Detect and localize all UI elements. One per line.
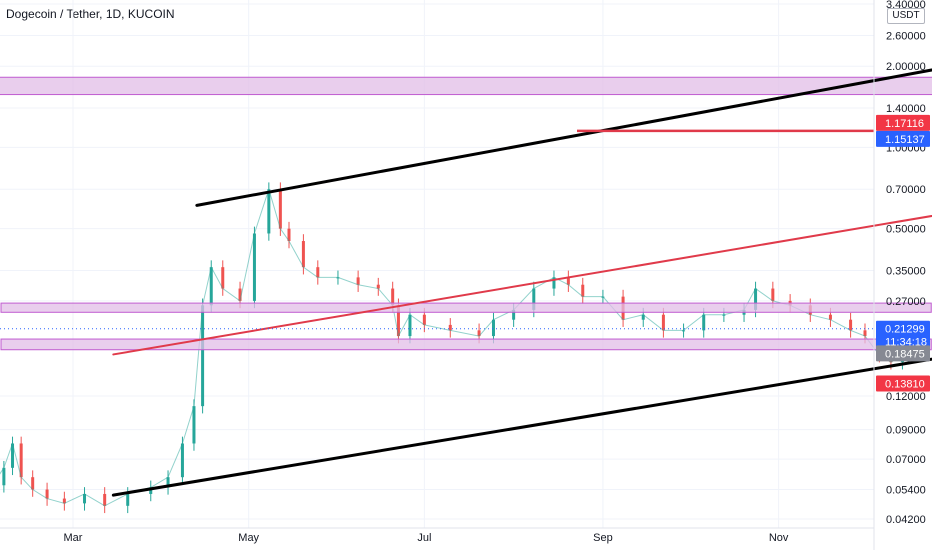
- candle-body: [552, 277, 556, 289]
- price-badge-alert-text: 1.17116: [885, 118, 924, 130]
- current-price-badge: [876, 320, 930, 351]
- y-tick-label: 0.07000: [886, 454, 926, 466]
- candle-body: [512, 309, 516, 320]
- candle-body: [126, 493, 130, 506]
- y-tick-label: 0.04200: [886, 514, 926, 526]
- x-tick-label: Sep: [593, 532, 613, 544]
- channel-mid-line: [112, 214, 932, 356]
- y-tick-label: 0.05400: [886, 485, 926, 497]
- y-tick-label: 1.40000: [886, 103, 926, 115]
- candle-body: [754, 288, 758, 310]
- candle-body: [2, 467, 6, 486]
- price-badge-stop: [876, 375, 930, 392]
- y-tick-label: 0.35000: [886, 265, 926, 277]
- candle-body: [477, 330, 481, 337]
- candle-body: [45, 489, 49, 499]
- resistance-zone-mid: [0, 302, 932, 313]
- price-badge-target-text: 1.15137: [885, 134, 925, 146]
- candle-body: [238, 288, 242, 301]
- candle-body: [301, 241, 305, 268]
- candle-body: [192, 406, 196, 444]
- candle-body: [166, 477, 170, 488]
- candle-body: [828, 314, 832, 320]
- y-tick-label: 0.70000: [886, 184, 926, 196]
- candle-body: [316, 267, 320, 278]
- drawings-layer: [0, 68, 932, 497]
- price-badge-entry: [876, 345, 930, 362]
- candle-body: [11, 443, 15, 468]
- candle-body: [103, 493, 107, 506]
- price-badge-stop-text: 0.13810: [885, 378, 925, 390]
- candle-body: [396, 305, 400, 337]
- y-tick-label: 3.40000: [886, 0, 926, 11]
- x-tick-label: Nov: [769, 532, 789, 544]
- candle-body: [641, 314, 645, 320]
- candle-body: [267, 189, 271, 234]
- candle-body: [287, 228, 291, 242]
- candle-body: [422, 314, 426, 325]
- x-tick-label: May: [238, 532, 259, 544]
- y-tick-label: 0.09000: [886, 425, 926, 437]
- candle-body: [62, 498, 66, 504]
- candle-body: [391, 288, 395, 306]
- candle-body: [356, 277, 360, 285]
- price-badge-target: [876, 130, 930, 147]
- candle-body: [221, 267, 225, 289]
- candle-body: [491, 319, 495, 337]
- candle-body: [180, 443, 184, 478]
- channel-upper-line: [195, 68, 932, 207]
- channel-lower-line: [111, 357, 932, 497]
- currency-button[interactable]: USDT: [887, 8, 925, 24]
- candle-body: [19, 443, 23, 478]
- chart-title: Dogecoin / Tether, 1D, KUCOIN: [6, 7, 175, 21]
- background-layer: [0, 0, 874, 528]
- current-price-text: 0.21299: [885, 324, 925, 336]
- candle-body: [149, 487, 153, 494]
- candle-body: [278, 189, 282, 229]
- candle-body: [252, 233, 256, 301]
- candle-body: [201, 305, 205, 407]
- x-tick-label: Jul: [417, 532, 431, 544]
- candle-body: [849, 319, 853, 331]
- price-badge-alert: [876, 114, 930, 131]
- y-tick-label: 0.27000: [886, 296, 926, 308]
- candle-body: [209, 267, 213, 306]
- candle-body: [408, 314, 412, 337]
- y-tick-label: 2.00000: [886, 61, 926, 73]
- candle-body: [83, 493, 87, 504]
- resistance-zone-top: [0, 76, 932, 96]
- y-tick-label: 0.50000: [886, 224, 926, 236]
- candle-body: [581, 284, 585, 297]
- support-zone: [0, 338, 932, 351]
- candle-body: [448, 324, 452, 331]
- candle-body: [863, 330, 867, 337]
- y-tick-label: 2.60000: [886, 30, 926, 42]
- price-badge-entry-text: 0.18475: [885, 348, 925, 360]
- x-tick-label: Mar: [64, 532, 83, 544]
- candle-body: [771, 288, 775, 301]
- candle-body: [532, 288, 536, 310]
- candle-body: [702, 314, 706, 331]
- y-tick-label: 0.12000: [886, 391, 926, 403]
- candle-body: [661, 314, 665, 331]
- candle-body: [31, 477, 35, 490]
- candle-body: [566, 277, 570, 285]
- candle-body: [376, 284, 380, 289]
